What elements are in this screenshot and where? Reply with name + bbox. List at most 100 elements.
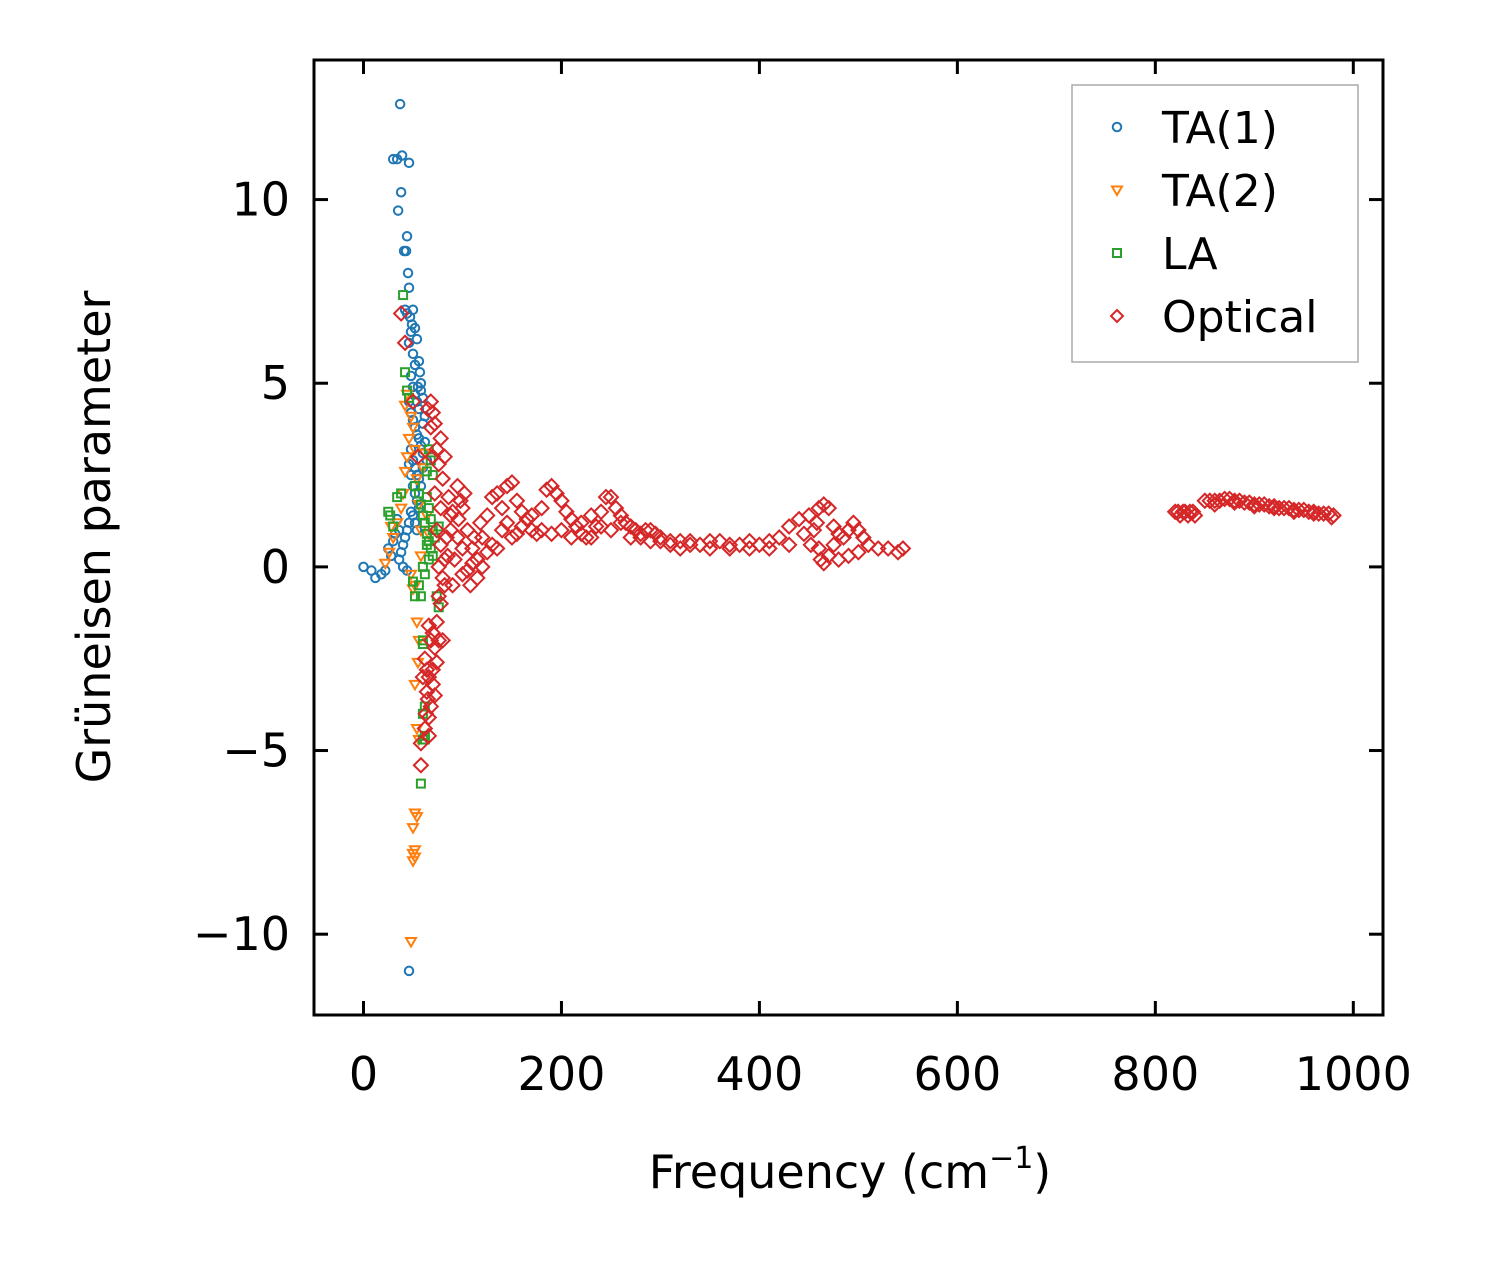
data-point (473, 529, 491, 546)
data-point (498, 514, 516, 532)
data-point (1255, 496, 1273, 513)
data-point (562, 529, 580, 546)
data-point (436, 551, 454, 568)
data-point (1323, 508, 1340, 526)
data-point (412, 756, 430, 774)
axis-ticks: 0 200 400 600 800 1000 −10 −5 0 5 10 (193, 60, 1412, 1101)
data-point (430, 587, 448, 605)
data-point (1290, 501, 1308, 519)
data-point (434, 569, 452, 587)
data-point (408, 679, 422, 692)
data-point (1169, 503, 1187, 521)
data-point (553, 492, 570, 510)
data-point (661, 536, 679, 554)
x-tick-label: 0 (349, 1047, 378, 1101)
y-tick-label: −5 (222, 724, 290, 778)
data-point (780, 536, 798, 554)
data-point (454, 565, 471, 583)
x-tick-label: 600 (913, 1047, 1001, 1101)
data-point (488, 485, 506, 502)
data-point (1265, 497, 1283, 515)
x-tick-label: 800 (1111, 1047, 1199, 1101)
data-point (711, 532, 729, 550)
data-point (1226, 494, 1243, 512)
data-point (406, 422, 420, 435)
data-point (741, 540, 758, 557)
data-point (410, 474, 424, 486)
data-point (425, 514, 436, 525)
data-point (612, 507, 630, 524)
data-point (637, 521, 655, 539)
data-point (681, 532, 699, 550)
legend-label: TA(1) (1161, 103, 1278, 154)
data-point (402, 267, 414, 279)
data-point (652, 529, 669, 546)
data-point (430, 455, 448, 473)
data-point (387, 153, 399, 165)
data-point (416, 720, 434, 737)
data-point (428, 521, 446, 539)
legend-label: TA(2) (1161, 166, 1278, 217)
data-point (426, 485, 444, 502)
data-point (577, 529, 595, 546)
data-point (413, 580, 424, 591)
data-point (741, 532, 758, 550)
data-point (602, 488, 620, 506)
data-point (419, 690, 437, 708)
data-point (567, 518, 585, 535)
data-point (392, 205, 404, 216)
legend-item: TA(2) (1110, 166, 1278, 217)
data-point (449, 477, 466, 495)
data-point (849, 543, 867, 561)
data-point (461, 576, 479, 594)
data-point (414, 366, 426, 378)
data-point (825, 536, 843, 554)
x-tick-label: 400 (716, 1047, 804, 1101)
data-point (398, 466, 412, 479)
legend-item: Optical (1109, 292, 1317, 343)
legend: TA(1) TA(2) LA Optical (1071, 84, 1359, 363)
data-point (835, 529, 852, 546)
data-point (845, 514, 862, 532)
data-point (454, 540, 471, 557)
data-point (402, 433, 416, 446)
data-point (1300, 503, 1318, 521)
data-point (403, 282, 415, 293)
series-la (383, 290, 444, 789)
data-point (403, 157, 415, 169)
data-point (418, 661, 436, 679)
x-tick-label: 200 (518, 1047, 606, 1101)
data-point (410, 617, 424, 629)
data-point (820, 547, 838, 565)
data-point (412, 381, 424, 393)
data-point (396, 488, 407, 499)
data-point (1305, 505, 1323, 523)
data-point (592, 518, 610, 535)
data-point (459, 562, 476, 579)
data-point (407, 304, 419, 316)
data-point (420, 709, 438, 726)
data-point (808, 514, 826, 532)
data-point (434, 470, 452, 488)
data-point (419, 569, 430, 580)
data-point (406, 856, 420, 868)
data-point (400, 452, 414, 464)
data-point (404, 393, 422, 411)
data-point (612, 514, 630, 532)
data-point (395, 186, 407, 198)
data-point (427, 470, 438, 481)
data-point (582, 507, 600, 524)
data-point (1260, 497, 1278, 515)
x-tick-label: 1000 (1295, 1047, 1412, 1101)
legend-marker (1112, 248, 1122, 258)
legend-item: TA(1) (1111, 103, 1278, 154)
data-point (388, 521, 399, 532)
data-point (414, 551, 428, 563)
data-point (432, 499, 450, 517)
data-point (422, 393, 440, 411)
series-optical (392, 305, 1342, 774)
plot-frame (312, 58, 1385, 1017)
data-point (428, 440, 446, 458)
data-point (440, 488, 458, 506)
data-point (493, 499, 511, 517)
